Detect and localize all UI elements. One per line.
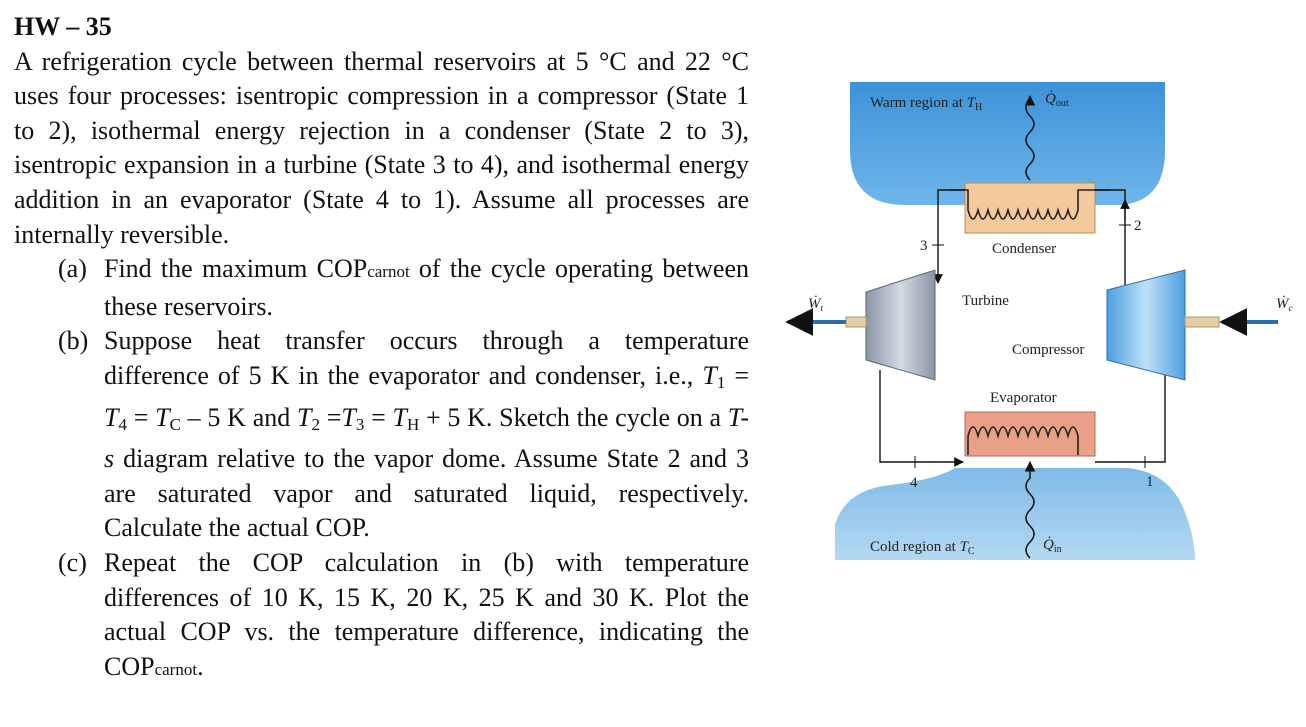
state-label: 4 bbox=[910, 475, 918, 491]
symbol: T bbox=[155, 402, 170, 432]
subscript: H bbox=[975, 102, 982, 113]
warm-label: Warm region at TH bbox=[870, 95, 982, 113]
q-in-label: Q̇in bbox=[1043, 537, 1062, 555]
text-run: = bbox=[319, 402, 342, 432]
condenser-label: Condenser bbox=[992, 241, 1056, 257]
text-run: . bbox=[197, 651, 204, 681]
compressor-label: Compressor bbox=[1012, 342, 1085, 358]
turbine-label: Turbine bbox=[962, 293, 1009, 309]
title: HW – 35 bbox=[14, 12, 112, 41]
evaporator-box bbox=[964, 411, 1096, 457]
pipe bbox=[879, 370, 964, 467]
text-run: Find the maximum COP bbox=[104, 254, 368, 284]
subscript: H bbox=[406, 414, 420, 434]
symbol: T bbox=[702, 360, 717, 390]
coil bbox=[967, 426, 1079, 455]
part-label: (a) bbox=[58, 254, 87, 284]
subscript: carnot bbox=[154, 659, 198, 679]
part-text: Repeat the COP calculation in (b) with t… bbox=[104, 546, 749, 687]
text-run: = bbox=[725, 360, 749, 390]
part-label: (c) bbox=[58, 547, 87, 577]
part: (a) Find the maximum COPcarnot of the cy… bbox=[14, 252, 749, 324]
subscript: 3 bbox=[355, 414, 365, 434]
pipe bbox=[933, 189, 965, 284]
heat-squiggle bbox=[1024, 94, 1036, 181]
text-run: = bbox=[126, 402, 156, 432]
label-run: Q̇ bbox=[1043, 537, 1054, 553]
shaft bbox=[1184, 316, 1220, 328]
subscript: 1 bbox=[716, 372, 726, 392]
state-label: 3 bbox=[920, 238, 928, 254]
text-run: Repeat the COP calculation in (b) with t… bbox=[104, 547, 749, 681]
condenser-box bbox=[964, 182, 1096, 234]
symbol: T bbox=[341, 402, 356, 432]
turbine bbox=[865, 269, 936, 381]
compressor bbox=[1106, 269, 1186, 381]
intro: A refrigeration cycle between thermal re… bbox=[14, 46, 749, 249]
subscript: carnot bbox=[367, 262, 410, 282]
wt-label: Ẇt bbox=[808, 295, 824, 313]
pipe bbox=[1095, 189, 1126, 285]
label-run: Ẇ bbox=[1276, 295, 1290, 312]
text-run: diagram relative to the vapor dome. Assu… bbox=[104, 444, 749, 543]
state-label: 2 bbox=[1134, 218, 1142, 234]
subscript: out bbox=[1056, 98, 1069, 109]
label-run: Q̇ bbox=[1045, 91, 1056, 107]
subscript: C bbox=[169, 414, 181, 434]
text-run: of the cycle operating between these res… bbox=[104, 254, 749, 321]
text-run: Suppose heat transfer occurs through a t… bbox=[104, 326, 749, 390]
subscript: C bbox=[968, 546, 975, 557]
warm-region bbox=[850, 82, 1165, 205]
symbol: T bbox=[392, 402, 407, 432]
text-run: – 5 K and bbox=[180, 402, 297, 432]
subscript: 2 bbox=[311, 414, 320, 434]
symbol: T bbox=[296, 402, 312, 432]
evaporator-label: Evaporator bbox=[990, 390, 1057, 406]
label-run: T bbox=[967, 95, 977, 111]
subscript: in bbox=[1054, 544, 1062, 555]
label-run: Ẇ bbox=[808, 295, 822, 312]
cold-label: Cold region at TC bbox=[870, 539, 975, 557]
wc-label: Ẇc bbox=[1276, 295, 1293, 313]
part-label: (b) bbox=[58, 326, 89, 356]
part: (c) Repeat the COP calculation in (b) wi… bbox=[14, 546, 749, 687]
subscript: 4 bbox=[118, 414, 127, 434]
document: HW – 35 A refrigeration cycle between th… bbox=[14, 10, 749, 687]
shaft bbox=[845, 316, 867, 328]
subscript: c bbox=[1289, 303, 1293, 313]
part-text: Find the maximum COPcarnot of the cycle … bbox=[104, 252, 749, 324]
subscript: t bbox=[821, 303, 824, 313]
label-run: Cold region at bbox=[870, 539, 960, 555]
label-run: Warm region at bbox=[870, 95, 967, 111]
part: (b) Suppose heat transfer occurs through… bbox=[14, 324, 749, 546]
label-run: T bbox=[960, 539, 970, 555]
coil bbox=[950, 189, 1110, 220]
text-run: + 5 K. Sketch the cycle on a bbox=[419, 402, 728, 432]
text-run: = bbox=[364, 402, 393, 432]
heat-squiggle bbox=[1024, 460, 1036, 559]
state-label: 1 bbox=[1146, 474, 1154, 490]
part-text: Suppose heat transfer occurs through a t… bbox=[104, 324, 749, 546]
symbol: T bbox=[104, 402, 119, 432]
symbol: T-s bbox=[104, 402, 749, 474]
cold-region bbox=[835, 468, 1195, 560]
q-out-label: Q̇out bbox=[1045, 91, 1069, 109]
pipe bbox=[1095, 370, 1166, 463]
